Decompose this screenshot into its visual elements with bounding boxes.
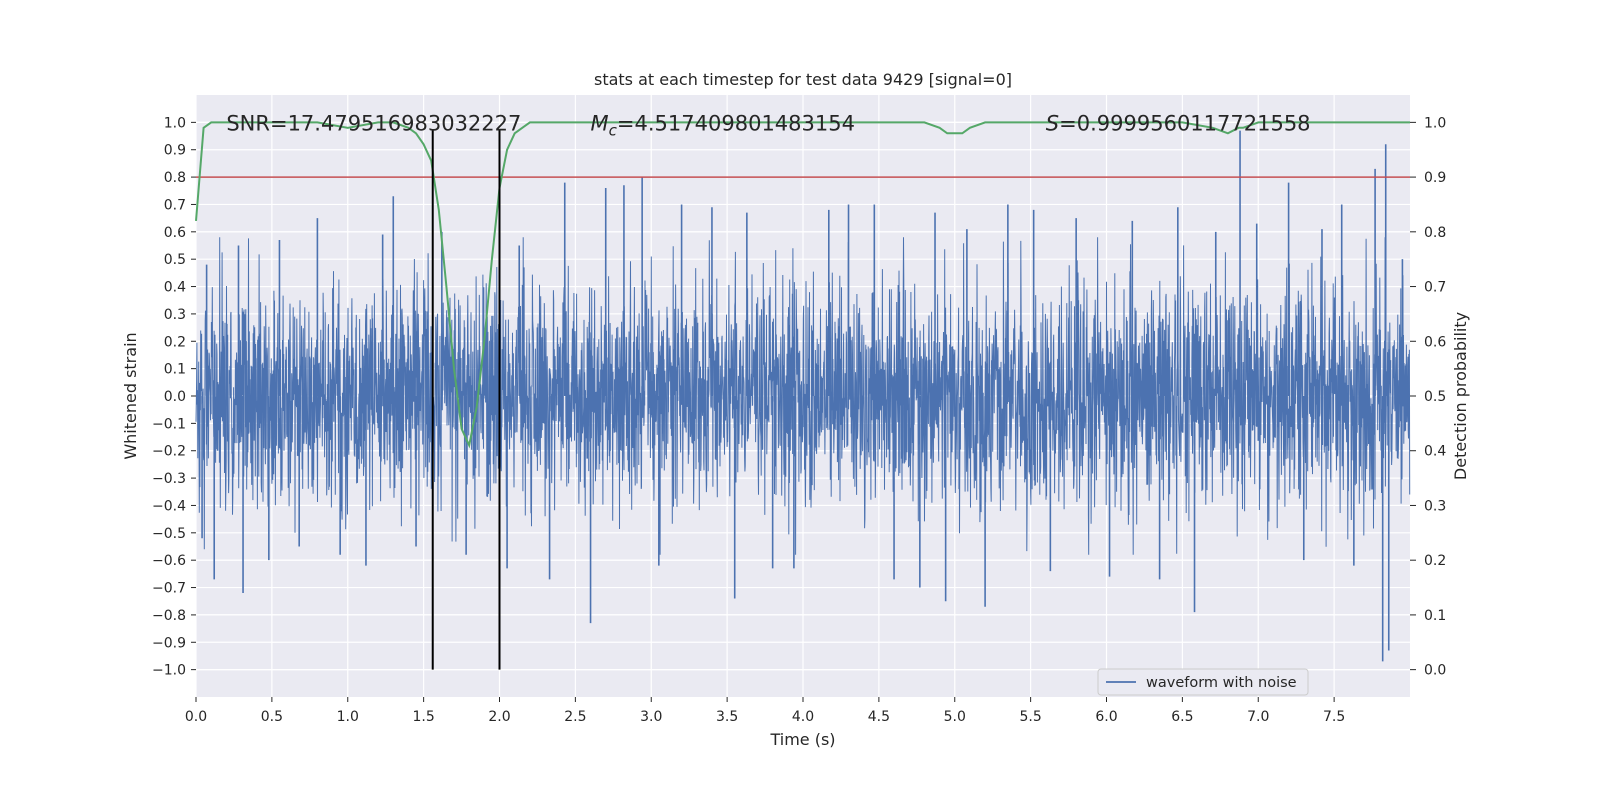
y-left-tick-label: 1.0 (164, 115, 186, 131)
y-left-tick-label: −0.8 (152, 608, 186, 624)
y-left-tick-label: 0.1 (164, 362, 186, 378)
y-left-tick-label: 0.7 (164, 197, 186, 213)
probability-series (195, 121, 1410, 449)
y-left-tick-label: −0.2 (152, 444, 186, 460)
x-tick-label: 7.0 (1247, 709, 1269, 725)
x-tick-label: 1.5 (412, 709, 434, 725)
x-tick-label: 6.0 (1095, 709, 1117, 725)
y-left-tick-label: −1.0 (152, 663, 186, 679)
y-left-axis-ticks: 1.0 0.9 0.8 0.7 0.6 0.5 0.4 0.3 0.2 0.1 0.0 −0.1 −0.… (152, 115, 196, 679)
y-left-tick-label: −0.5 (152, 526, 186, 542)
x-tick-label: 3.0 (640, 709, 662, 725)
annotation-mc: Mc=4.517409801483154 (591, 111, 855, 139)
y-left-tick-label: −0.7 (152, 581, 186, 597)
y-left-tick-label: 0.4 (164, 280, 186, 296)
x-tick-label: 5.0 (944, 709, 966, 725)
y-left-tick-label: 0.5 (164, 252, 186, 268)
x-axis-ticks: 0.0 0.5 1.0 1.5 2.0 2.5 3.0 3.5 4.0 4.5 5.0 5.5 6.0 6… (185, 697, 1345, 725)
legend-box (1097, 668, 1309, 696)
y-right-tick-label: 0.2 (1424, 553, 1446, 569)
annotations: SNR=17.479516983032227 Mc=4.5174098014831… (226, 111, 1310, 139)
y-right-tick-label: 0.7 (1424, 280, 1446, 296)
y-left-tick-label: 0.6 (164, 225, 186, 241)
y-right-tick-label: 0.3 (1424, 498, 1446, 514)
x-tick-label: 3.5 (716, 709, 738, 725)
x-tick-label: 6.5 (1171, 709, 1193, 725)
y-left-tick-label: 0.2 (164, 334, 186, 350)
y-left-tick-label: 0.3 (164, 307, 186, 323)
legend-label-waveform: waveform with noise (1146, 675, 1297, 691)
x-axis-label: Time (s) (769, 730, 835, 749)
y-left-tick-label: −0.6 (152, 553, 186, 569)
y-left-tick-label: 0.8 (164, 170, 186, 186)
annotation-s: S=0.9999560117721558 (1046, 111, 1311, 135)
vertical-markers (431, 130, 501, 670)
y-left-axis-label: Whitened strain (121, 332, 140, 459)
annotation-snr: SNR=17.479516983032227 (226, 111, 521, 135)
plot-content (195, 121, 1411, 670)
y-right-tick-label: 0.0 (1424, 663, 1446, 679)
y-left-tick-label: 0.9 (164, 143, 186, 159)
chart-title: stats at each timestep for test data 942… (594, 70, 1012, 89)
x-tick-label: 0.0 (185, 709, 207, 725)
x-tick-label: 4.5 (868, 709, 890, 725)
y-left-tick-label: −0.4 (152, 498, 186, 514)
x-tick-label: 2.5 (564, 709, 586, 725)
x-tick-label: 5.5 (1019, 709, 1041, 725)
y-right-tick-label: 0.1 (1424, 608, 1446, 624)
y-right-tick-label: 0.5 (1424, 389, 1446, 405)
x-tick-label: 4.0 (792, 709, 814, 725)
y-left-tick-label: −0.1 (152, 416, 186, 432)
y-right-tick-label: 0.6 (1424, 334, 1446, 350)
y-right-tick-label: 0.9 (1424, 170, 1446, 186)
y-right-axis-ticks: 1.0 0.9 0.8 0.7 0.6 0.5 0.4 0.3 0.2 0.1 0.0 (1410, 115, 1446, 679)
x-tick-label: 2.0 (488, 709, 510, 725)
y-right-tick-label: 0.8 (1424, 225, 1446, 241)
y-left-tick-label: −0.3 (152, 471, 186, 487)
legend: waveform with noise (1097, 668, 1309, 696)
x-tick-label: 0.5 (261, 709, 283, 725)
y-left-tick-label: 0.0 (164, 389, 186, 405)
y-right-tick-label: 1.0 (1424, 115, 1446, 131)
x-tick-label: 1.0 (337, 709, 359, 725)
y-right-tick-label: 0.4 (1424, 444, 1446, 460)
y-right-axis-label: Detection probability (1451, 312, 1470, 480)
y-left-tick-label: −0.9 (152, 635, 186, 651)
x-tick-label: 7.5 (1323, 709, 1345, 725)
waveform-series (195, 237, 1411, 555)
waveform-peaks (201, 130, 1404, 662)
